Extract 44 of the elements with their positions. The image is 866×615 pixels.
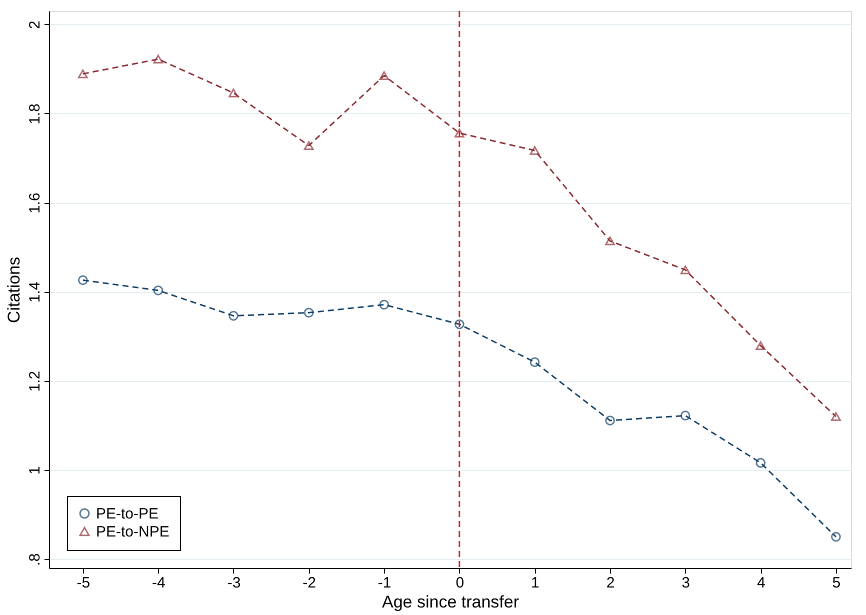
y-axis-title: Citations — [4, 256, 24, 324]
point — [605, 416, 615, 426]
point — [304, 308, 314, 318]
x-tick-label: 3 — [682, 574, 690, 592]
point — [530, 357, 540, 368]
x-tick-label: -5 — [76, 574, 90, 592]
point — [379, 71, 390, 80]
y-tick-label: 1.4 — [26, 282, 44, 303]
point — [78, 275, 88, 286]
point — [153, 285, 164, 296]
x-tick-label: -2 — [302, 574, 316, 592]
x-tick-label: -3 — [227, 574, 241, 592]
point — [304, 141, 314, 150]
y-tick-label: 1.2 — [26, 370, 44, 392]
x-tick-label: 0 — [456, 574, 464, 592]
point — [605, 236, 615, 246]
point — [831, 412, 841, 421]
legend-label: PE-to-PE — [96, 506, 159, 522]
y-tick-label: 1 — [26, 466, 44, 475]
point — [228, 310, 238, 321]
x-tick-label: -1 — [378, 574, 392, 592]
point — [756, 458, 766, 468]
point — [530, 146, 540, 155]
x-tick-label: -4 — [152, 574, 166, 592]
y-tick-label: .8 — [26, 553, 44, 566]
y-tick-label: 1.8 — [26, 104, 44, 124]
y-tick-label: 2 — [26, 20, 44, 30]
y-tick-label: 1.6 — [26, 192, 44, 214]
x-tick-label: 1 — [531, 574, 540, 592]
point — [228, 88, 238, 98]
legend-label: PE-to-NPE — [96, 524, 170, 540]
x-tick-label: 5 — [832, 574, 841, 592]
point — [379, 300, 390, 310]
point — [454, 128, 464, 138]
point — [831, 532, 841, 542]
x-axis-title: Age since transfer — [382, 592, 520, 612]
point — [153, 54, 164, 64]
point — [680, 410, 690, 421]
x-tick-label: 4 — [756, 574, 766, 592]
point — [680, 266, 690, 274]
x-tick-label: 2 — [606, 574, 615, 592]
point — [78, 69, 88, 78]
point — [756, 341, 766, 350]
point — [454, 319, 464, 330]
